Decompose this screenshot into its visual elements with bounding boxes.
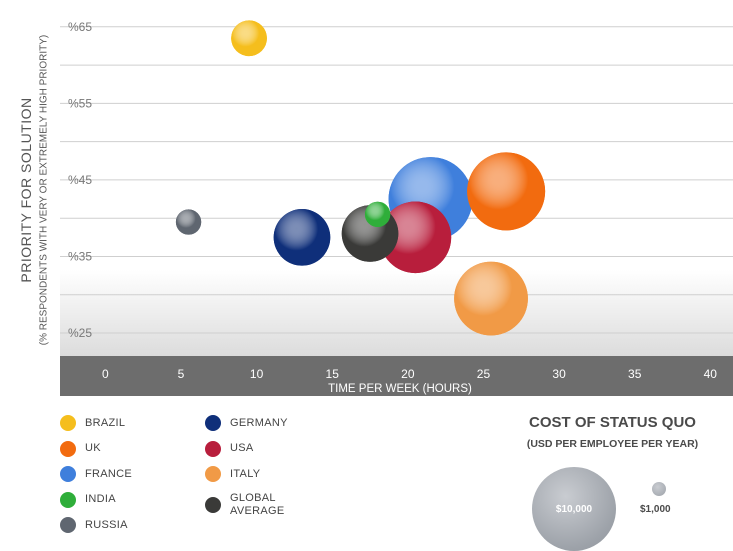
legend-item: ITALY xyxy=(205,466,260,482)
legend-item: USA xyxy=(205,440,254,457)
y-tick-label: %45 xyxy=(68,173,92,187)
x-tick-label: 15 xyxy=(326,367,340,381)
bubble-germany xyxy=(273,209,331,266)
bubble-brazil xyxy=(231,20,267,57)
legend-label: BRAZIL xyxy=(85,416,126,429)
cost-title: COST OF STATUS QUO xyxy=(529,414,696,431)
legend-item: INDIA xyxy=(60,491,116,508)
legend-label: FRANCE xyxy=(85,467,133,480)
legend-item: FRANCE xyxy=(60,466,132,482)
y-tick-label: %35 xyxy=(68,249,92,263)
bubble-italy xyxy=(454,261,528,336)
cost-bubble-large: $10,000 xyxy=(532,467,616,551)
cost-bubble-small xyxy=(652,482,666,496)
legend-swatch xyxy=(205,415,221,431)
legend-item: UK xyxy=(60,440,101,457)
legend-swatch xyxy=(60,440,76,457)
x-tick-label: 0 xyxy=(102,367,109,381)
legend-item: RUSSIA xyxy=(60,517,128,533)
x-tick-label: 25 xyxy=(477,367,491,381)
legend-item: GERMANY xyxy=(205,415,288,431)
y-tick-label: %25 xyxy=(68,326,92,340)
legend-label: USA xyxy=(230,442,254,454)
x-axis-band xyxy=(60,356,733,396)
plot-bottom-shade xyxy=(60,270,733,356)
bubble-usa xyxy=(379,201,452,274)
cost-subtitle: (USD PER EMPLOYEE PER YEAR) xyxy=(526,438,699,450)
legend-swatch xyxy=(60,491,76,508)
legend-label: RUSSIA xyxy=(85,518,128,531)
legend-label: GLOBAL AVERAGE xyxy=(230,491,285,517)
legend-swatch xyxy=(60,466,76,482)
x-tick-label: 10 xyxy=(250,367,264,381)
bubble-india xyxy=(364,201,391,228)
bubble-uk xyxy=(467,152,546,231)
x-tick-label: 5 xyxy=(178,367,185,381)
x-tick-label: 30 xyxy=(552,367,566,381)
legend-item: GLOBAL AVERAGE xyxy=(205,492,290,518)
x-tick-label: 40 xyxy=(704,367,718,381)
bubble-russia xyxy=(175,209,202,235)
legend-swatch xyxy=(205,496,221,513)
legend-label: UK xyxy=(85,442,101,454)
x-tick-label: 20 xyxy=(401,367,415,381)
legend-swatch xyxy=(205,440,221,457)
legend-swatch xyxy=(205,466,221,482)
legend-label: GERMANY xyxy=(230,416,288,429)
legend-swatch xyxy=(60,517,76,533)
y-tick-label: %65 xyxy=(68,20,92,34)
cost-bubble-large-label: $10,000 xyxy=(555,504,593,515)
x-tick-label: 35 xyxy=(628,367,642,381)
x-axis-title: TIME PER WEEK (HOURS) xyxy=(328,383,472,395)
legend-label: INDIA xyxy=(85,493,116,505)
bubble-chart: %25 %35 %45 %55 %65 0 5 10 15 20 25 30 35 40 TIME PE… xyxy=(60,20,733,396)
y-tick-label: %55 xyxy=(68,96,92,110)
cost-bubble-small-label: $1,000 xyxy=(640,504,671,515)
legend-swatch xyxy=(60,415,76,431)
legend-label: ITALY xyxy=(230,467,261,480)
legend-item: BRAZIL xyxy=(60,415,125,431)
